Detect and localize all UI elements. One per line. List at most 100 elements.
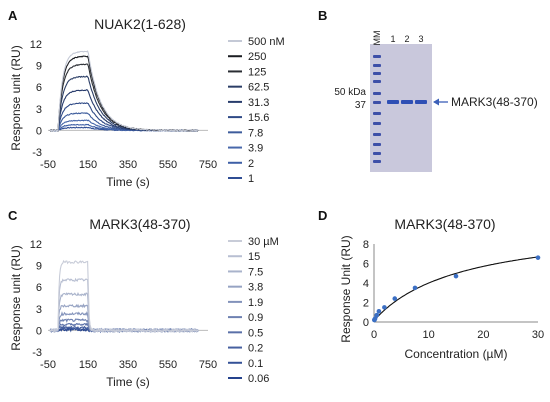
sensorgram-curve-c-2 bbox=[49, 292, 199, 333]
legend-label-a-7: 3.9 bbox=[248, 143, 263, 155]
gel-lane-label-2: 2 bbox=[404, 34, 409, 44]
x-tick-c-2: 350 bbox=[119, 359, 137, 371]
y-tick-c-1: 9 bbox=[36, 261, 42, 273]
ladder-band-11 bbox=[373, 160, 381, 163]
ladder-band-9 bbox=[373, 143, 381, 146]
chart-title-d: MARK3(48-370) bbox=[394, 216, 495, 232]
x-tick-a-1: 150 bbox=[79, 159, 97, 171]
x-tick-d-0: 0 bbox=[371, 329, 377, 341]
legend-label-c-0: 30 µM bbox=[248, 236, 279, 248]
legend-label-c-7: 0.2 bbox=[248, 343, 263, 355]
legend-label-a-0: 500 nM bbox=[248, 36, 285, 48]
panel-letter-b: B bbox=[318, 8, 327, 23]
protein-band-lane-3 bbox=[415, 100, 427, 104]
legend-label-a-2: 125 bbox=[248, 66, 266, 78]
legend-label-c-2: 7.5 bbox=[248, 266, 263, 278]
legend-label-a-4: 31.3 bbox=[248, 97, 269, 109]
protein-band-lane-2 bbox=[401, 100, 413, 104]
legend-label-a-8: 2 bbox=[248, 158, 254, 170]
ladder-band-3 bbox=[373, 80, 381, 83]
x-tick-a-0: -50 bbox=[40, 159, 56, 171]
y-tick-a-5: -3 bbox=[32, 147, 42, 159]
y-axis-label-c: Response unit (RU) bbox=[9, 245, 23, 350]
sensorgram-curve-c-0 bbox=[49, 259, 199, 334]
ladder-band-6 bbox=[373, 112, 381, 115]
ladder-band-10 bbox=[373, 152, 381, 155]
y-tick-c-5: -3 bbox=[32, 347, 42, 359]
x-tick-c-0: -50 bbox=[40, 359, 56, 371]
legend-label-a-5: 15.6 bbox=[248, 112, 269, 124]
x-tick-a-3: 550 bbox=[159, 159, 177, 171]
legend-label-c-8: 0.1 bbox=[248, 358, 263, 370]
gel-lane-label-0: MM bbox=[372, 31, 382, 46]
panel-letter-c: C bbox=[8, 208, 18, 223]
band-label: MARK3(48-370) bbox=[451, 95, 538, 109]
y-tick-d-3: 2 bbox=[363, 298, 369, 310]
ladder-band-4 bbox=[373, 92, 381, 95]
gel-lane-label-1: 1 bbox=[390, 34, 395, 44]
x-tick-d-3: 30 bbox=[532, 329, 544, 341]
legend-label-a-9: 1 bbox=[248, 173, 254, 185]
x-tick-c-3: 550 bbox=[159, 359, 177, 371]
y-tick-c-4: 0 bbox=[36, 325, 42, 337]
data-point-d-8 bbox=[453, 273, 459, 279]
x-tick-c-4: 750 bbox=[199, 359, 217, 371]
x-axis-label-c: Time (s) bbox=[106, 375, 150, 389]
x-tick-d-2: 20 bbox=[477, 329, 489, 341]
x-tick-a-2: 350 bbox=[119, 159, 137, 171]
data-point-d-7 bbox=[412, 285, 418, 291]
data-point-d-6 bbox=[392, 296, 398, 301]
x-axis-label-a: Time (s) bbox=[106, 175, 150, 189]
x-tick-c-1: 150 bbox=[79, 359, 97, 371]
y-tick-a-0: 12 bbox=[30, 39, 42, 51]
marker-label-50kda: 50 kDa bbox=[334, 87, 366, 98]
ladder-band-7 bbox=[373, 122, 381, 125]
data-point-d-9 bbox=[535, 255, 541, 260]
y-tick-d-0: 8 bbox=[363, 239, 369, 251]
legend-label-c-1: 15 bbox=[248, 251, 260, 263]
ladder-band-1 bbox=[373, 64, 381, 67]
legend-label-c-6: 0.5 bbox=[248, 327, 263, 339]
band-arrow-head bbox=[433, 98, 439, 106]
y-tick-a-3: 3 bbox=[36, 104, 42, 116]
marker-label-37: 37 bbox=[355, 100, 367, 111]
x-tick-d-1: 10 bbox=[423, 329, 435, 341]
sensorgram-curve-a-3 bbox=[49, 75, 199, 132]
data-point-d-5 bbox=[382, 305, 387, 310]
x-axis-label-d: Concentration (µM) bbox=[405, 347, 508, 361]
ladder-band-5 bbox=[373, 101, 381, 104]
y-tick-c-0: 12 bbox=[30, 239, 42, 251]
data-point-d-3 bbox=[374, 312, 380, 318]
protein-band-lane-1 bbox=[387, 100, 399, 104]
chart-title-c: MARK3(48-370) bbox=[89, 216, 190, 232]
legend-label-a-6: 7.8 bbox=[248, 127, 263, 139]
sensorgram-curve-a-0 bbox=[49, 50, 199, 132]
legend-label-c-3: 3.8 bbox=[248, 282, 263, 294]
ladder-band-0 bbox=[373, 55, 381, 58]
legend-label-a-1: 250 bbox=[248, 51, 266, 63]
ladder-band-8 bbox=[373, 133, 381, 136]
gel-lane-label-3: 3 bbox=[418, 34, 423, 44]
legend-label-c-9: 0.06 bbox=[248, 373, 269, 385]
y-axis-label-d: Response Unit (RU) bbox=[339, 235, 353, 342]
fit-curve-d bbox=[373, 256, 539, 321]
panel-letter-a: A bbox=[8, 8, 18, 23]
x-tick-a-4: 750 bbox=[199, 159, 217, 171]
y-tick-d-4: 0 bbox=[363, 317, 369, 329]
legend-label-c-5: 0.9 bbox=[248, 312, 263, 324]
data-point-d-2 bbox=[372, 316, 378, 321]
legend-label-a-3: 62.5 bbox=[248, 82, 269, 94]
y-tick-d-1: 6 bbox=[363, 259, 369, 271]
y-axis-label-a: Response unit (RU) bbox=[9, 45, 23, 150]
y-tick-c-2: 6 bbox=[36, 282, 42, 294]
data-point-d-4 bbox=[376, 308, 382, 314]
ladder-band-2 bbox=[373, 72, 381, 75]
panel-letter-d: D bbox=[318, 208, 327, 223]
y-tick-a-2: 6 bbox=[36, 82, 42, 94]
legend-label-c-4: 1.9 bbox=[248, 297, 263, 309]
y-tick-d-2: 4 bbox=[363, 278, 369, 290]
y-tick-c-3: 3 bbox=[36, 304, 42, 316]
chart-title-a: NUAK2(1-628) bbox=[94, 16, 186, 32]
y-tick-a-4: 0 bbox=[36, 125, 42, 137]
